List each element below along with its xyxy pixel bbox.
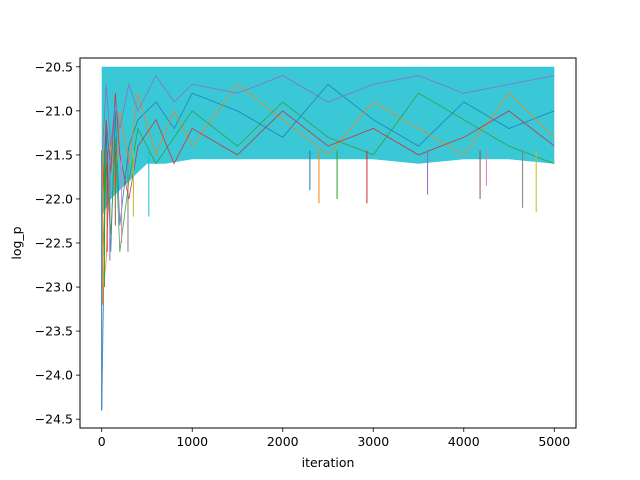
- trace-series-1: [101, 83, 555, 305]
- y-tick-label: −22.5: [35, 236, 73, 251]
- y-tick-label: −24.0: [35, 368, 73, 383]
- y-tick-label: −20.5: [35, 59, 73, 74]
- y-tick-label: −22.0: [35, 191, 73, 206]
- trace-series-4: [101, 74, 555, 164]
- x-axis: 0 1000 2000 3000 4000 5000: [98, 428, 570, 449]
- x-tick-label: 0: [98, 434, 106, 449]
- x-tick-label: 2000: [267, 434, 299, 449]
- x-tick-label: 3000: [357, 434, 389, 449]
- y-tick-label: −21.0: [35, 103, 73, 118]
- y-tick-label: −21.5: [35, 147, 73, 162]
- y-tick-label: −24.5: [35, 412, 73, 427]
- trace-series-2: [101, 92, 555, 288]
- y-tick-label: −23.5: [35, 324, 73, 339]
- x-axis-label: iteration: [302, 455, 355, 470]
- plot-area: [101, 66, 555, 411]
- y-tick-label: −23.0: [35, 280, 73, 295]
- x-tick-label: 1000: [176, 434, 208, 449]
- y-axis: −24.5 −24.0 −23.5 −23.0 −22.5 −22.0 −21.5 −21.0…: [35, 59, 80, 427]
- x-tick-label: 5000: [538, 434, 570, 449]
- x-tick-label: 4000: [448, 434, 480, 449]
- trace-series-0: [101, 83, 555, 411]
- y-axis-label: log_p: [9, 226, 24, 259]
- trace-envelope: [101, 66, 555, 217]
